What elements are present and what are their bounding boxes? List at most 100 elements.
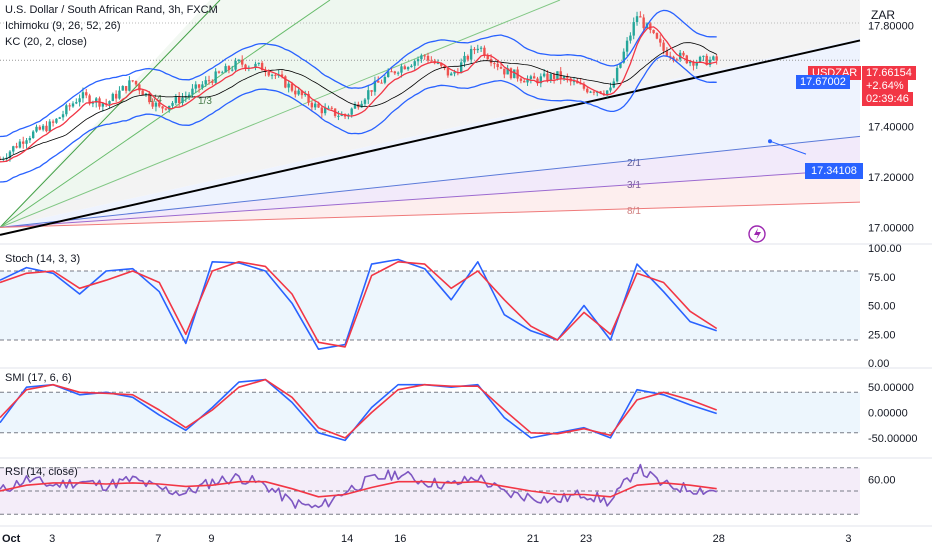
candle-body xyxy=(207,80,211,82)
candle-body xyxy=(542,73,546,77)
candle-body xyxy=(539,76,543,84)
stoch-legend[interactable]: Stoch (14, 3, 3) xyxy=(5,253,81,265)
fan-label-0: 1/4 xyxy=(148,94,162,105)
candle-body xyxy=(91,102,95,104)
candle-body xyxy=(104,103,108,105)
candle-body xyxy=(360,103,363,108)
candle-body xyxy=(181,97,184,103)
candle-body xyxy=(114,93,118,99)
candle-body xyxy=(615,67,619,82)
alert-bolt-glyph xyxy=(754,228,761,240)
candle-body xyxy=(377,80,380,83)
candle-body xyxy=(708,59,712,65)
candle-body xyxy=(532,76,536,79)
fan-label-4: 8/1 xyxy=(627,206,641,217)
candle-body xyxy=(632,22,635,36)
candle-body xyxy=(15,146,18,148)
candle-body xyxy=(221,72,224,74)
candle-body xyxy=(572,81,576,83)
candle-body xyxy=(134,80,138,85)
candle-body xyxy=(655,33,659,39)
candle-body xyxy=(257,62,260,64)
candle-body xyxy=(353,104,357,109)
candle-body xyxy=(642,17,645,29)
price-tick-4: 17.00000 xyxy=(868,222,914,234)
candle-body xyxy=(327,107,330,109)
candle-body xyxy=(536,78,539,84)
candle-body xyxy=(602,93,606,95)
price-tick-3: 17.20000 xyxy=(868,172,914,184)
candle-body xyxy=(390,71,393,73)
candle-body xyxy=(148,93,151,103)
candle-body xyxy=(317,103,320,108)
candle-body xyxy=(675,59,679,61)
candle-body xyxy=(158,102,161,107)
candle-body xyxy=(61,114,65,118)
x-tick-2: 7 xyxy=(155,533,161,545)
rsi-legend[interactable]: RSI (14, close) xyxy=(5,466,78,478)
fan-line-2 xyxy=(0,0,561,228)
candle-body xyxy=(576,81,579,84)
candle-body xyxy=(171,102,174,106)
candle-body xyxy=(652,29,655,34)
candle-body xyxy=(549,74,552,81)
candle-body xyxy=(22,141,25,144)
candle-body xyxy=(38,126,42,130)
candle-body xyxy=(144,93,148,95)
candle-body xyxy=(669,55,672,57)
candle-body xyxy=(350,108,353,115)
candle-body xyxy=(45,125,48,132)
smi-legend[interactable]: SMI (17, 6, 6) xyxy=(5,372,72,384)
candle-body xyxy=(486,55,489,60)
keltner-legend[interactable]: KC (20, 2, close) xyxy=(5,36,87,48)
candle-body xyxy=(307,93,310,103)
countdown-badge: 02:39:46 xyxy=(862,92,913,106)
candle-body xyxy=(154,102,158,107)
candle-body xyxy=(513,69,516,79)
candle-body xyxy=(659,38,662,43)
fan-label-3: 3/1 xyxy=(627,180,641,191)
fan-zone-grey xyxy=(0,0,860,228)
smi-tick-0: 50.00000 xyxy=(868,382,914,394)
candle-body xyxy=(75,102,78,104)
candle-body xyxy=(665,50,669,56)
rsi-series-1 xyxy=(0,480,717,498)
candle-body xyxy=(695,62,698,66)
candle-body xyxy=(373,80,377,92)
candle-body xyxy=(370,90,373,92)
candle-body xyxy=(682,52,685,56)
candle-body xyxy=(337,115,340,117)
candle-body xyxy=(323,107,327,114)
candle-body xyxy=(227,66,231,70)
candle-body xyxy=(509,68,513,79)
ichimoku-legend[interactable]: Ichimoku (9, 26, 52, 26) xyxy=(5,20,121,32)
candle-body xyxy=(406,67,410,70)
last-close-badge: 17.67002 xyxy=(796,75,850,89)
ichimoku-base xyxy=(0,42,717,160)
candle-body xyxy=(12,146,15,152)
candle-body xyxy=(493,63,496,65)
candle-body xyxy=(702,55,705,57)
smi-band-fill xyxy=(0,392,860,433)
x-tick-8: 28 xyxy=(713,533,725,545)
candle-body xyxy=(174,96,178,103)
candle-body xyxy=(234,60,237,70)
candle-body xyxy=(562,76,566,80)
candle-body xyxy=(284,76,287,88)
candle-body xyxy=(290,83,294,91)
candles-group xyxy=(0,11,718,162)
candle-body xyxy=(211,81,214,83)
candle-body xyxy=(95,98,98,103)
alert-bolt-icon xyxy=(748,225,766,243)
candle-body xyxy=(85,92,88,96)
candle-body xyxy=(191,88,194,95)
candle-body xyxy=(635,16,639,23)
stoch-tick-0: 100.00 xyxy=(868,243,902,255)
x-tick-0: Oct xyxy=(2,533,21,545)
candle-body xyxy=(469,48,473,60)
candle-body xyxy=(426,55,430,61)
candle-body xyxy=(685,55,689,64)
candle-body xyxy=(287,83,290,88)
candle-body xyxy=(177,96,181,103)
